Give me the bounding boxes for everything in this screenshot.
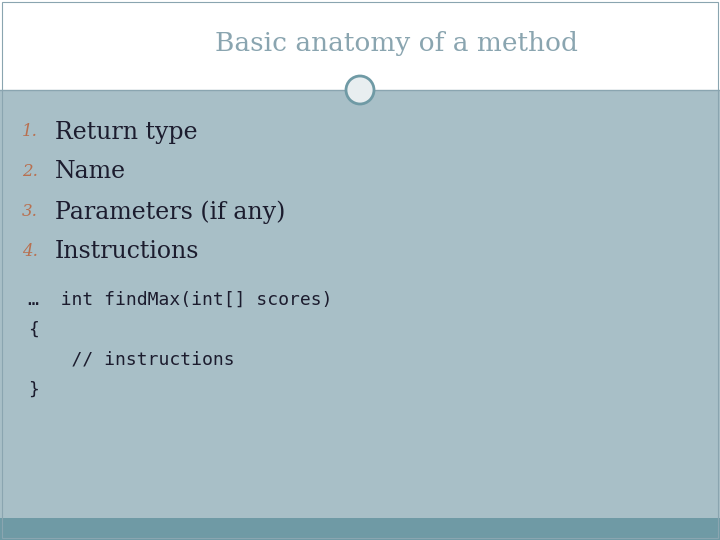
Bar <box>0 518 720 540</box>
Text: Basic anatomy of a method: Basic anatomy of a method <box>215 31 577 56</box>
Text: 3.: 3. <box>22 204 38 220</box>
Text: // instructions: // instructions <box>28 351 235 369</box>
Text: …  int findMax(int[] scores): … int findMax(int[] scores) <box>28 291 333 309</box>
Text: 4.: 4. <box>22 244 38 260</box>
Text: Name: Name <box>55 160 126 184</box>
Text: Return type: Return type <box>55 120 197 144</box>
Bar <box>0 90 720 518</box>
Text: {: { <box>28 321 39 339</box>
Text: Instructions: Instructions <box>55 240 199 264</box>
Text: }: } <box>28 381 39 399</box>
Text: 2.: 2. <box>22 164 38 180</box>
Bar <box>0 0 720 90</box>
Circle shape <box>346 76 374 104</box>
Text: Parameters (if any): Parameters (if any) <box>55 200 285 224</box>
Text: 1.: 1. <box>22 124 38 140</box>
